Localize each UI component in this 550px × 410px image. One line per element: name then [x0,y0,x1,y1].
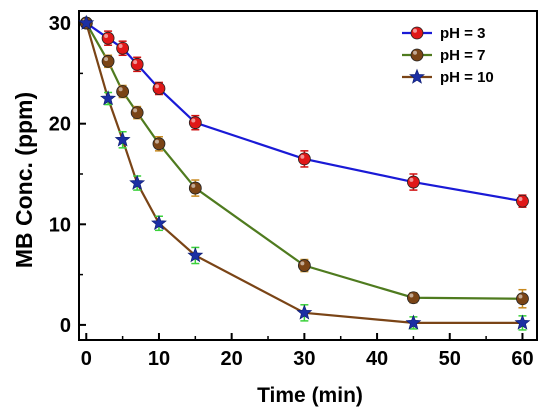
data-point-series-2 [407,291,420,305]
y-tick-label: 20 [49,114,71,136]
data-point-series-2 [130,106,144,120]
data-point-series-1-highlight [118,44,123,49]
data-point-series-3 [187,247,204,263]
data-point-series-1 [130,57,144,71]
data-point-series-1 [101,31,115,45]
data-point-series-1 [116,41,130,55]
y-tick-label: 30 [49,13,71,35]
plot-frame [78,10,538,341]
legend-marker [409,68,425,84]
data-point-series-1-highlight [300,154,305,159]
data-point-series-3 [514,314,531,330]
data-point-series-3 [151,214,167,231]
x-tick-label: 30 [293,348,315,370]
data-point-series-1 [407,175,420,189]
x-tick-label: 60 [511,348,533,370]
x-tick-label: 40 [366,348,388,370]
legend-marker [410,48,424,62]
y-axis-label: MB Conc. (ppm) [11,92,37,268]
data-point-series-1 [188,116,202,130]
data-point-series-1 [152,82,166,95]
data-point-series-3 [100,90,117,106]
legend-marker-highlight [413,28,417,33]
data-point-series-2 [152,137,166,151]
data-point-series-3 [114,131,131,147]
axis-ticks: 0 10 20 30 40 50 60 0 10 20 30 [49,13,534,370]
legend-label: pH = 10 [440,69,494,86]
y-tick-label: 0 [60,315,71,337]
legend: pH = 3 pH = 7 pH = 10 [402,25,494,86]
data-point-series-1 [297,152,311,166]
data-point-series-1-highlight [133,60,138,65]
legend-label: pH = 7 [440,47,485,64]
x-tick-label: 10 [148,348,170,370]
data-point-series-1-highlight [154,84,159,89]
legend-label: pH = 3 [440,25,485,42]
data-point-series-1-highlight [104,33,109,38]
x-axis-label: Time (min) [257,384,363,407]
x-tick-label: 50 [439,348,461,370]
data-point-series-2-highlight [133,108,138,113]
data-point-series-3 [296,304,313,320]
data-point-series-2 [297,259,311,272]
data-point-series-2 [116,85,130,98]
x-tick-label: 20 [221,348,243,370]
data-point-series-2-highlight [191,183,196,188]
data-point-series-2-highlight [104,57,109,62]
plot-border [78,10,538,341]
legend-marker-highlight [413,50,417,55]
data-point-series-1-highlight [191,118,196,123]
data-point-series-2 [516,292,529,306]
data-point-series-3 [78,14,95,30]
data-point-series-3 [405,314,422,330]
series-markers [78,14,531,330]
data-point-series-2-highlight [118,87,123,92]
data-point-series-1-highlight [518,196,523,201]
y-tick-label: 10 [49,214,71,236]
data-point-series-2-highlight [518,294,523,299]
legend-marker [410,26,424,40]
data-point-series-2-highlight [300,261,305,266]
data-point-series-1 [516,194,529,208]
data-point-series-1-highlight [409,177,414,182]
data-point-series-2-highlight [409,293,414,298]
data-point-series-2 [188,181,202,195]
data-point-series-2-highlight [154,139,159,144]
data-point-series-2 [101,54,115,68]
x-tick-label: 0 [81,348,92,370]
error-bars [82,19,527,331]
data-point-series-3 [129,174,146,190]
